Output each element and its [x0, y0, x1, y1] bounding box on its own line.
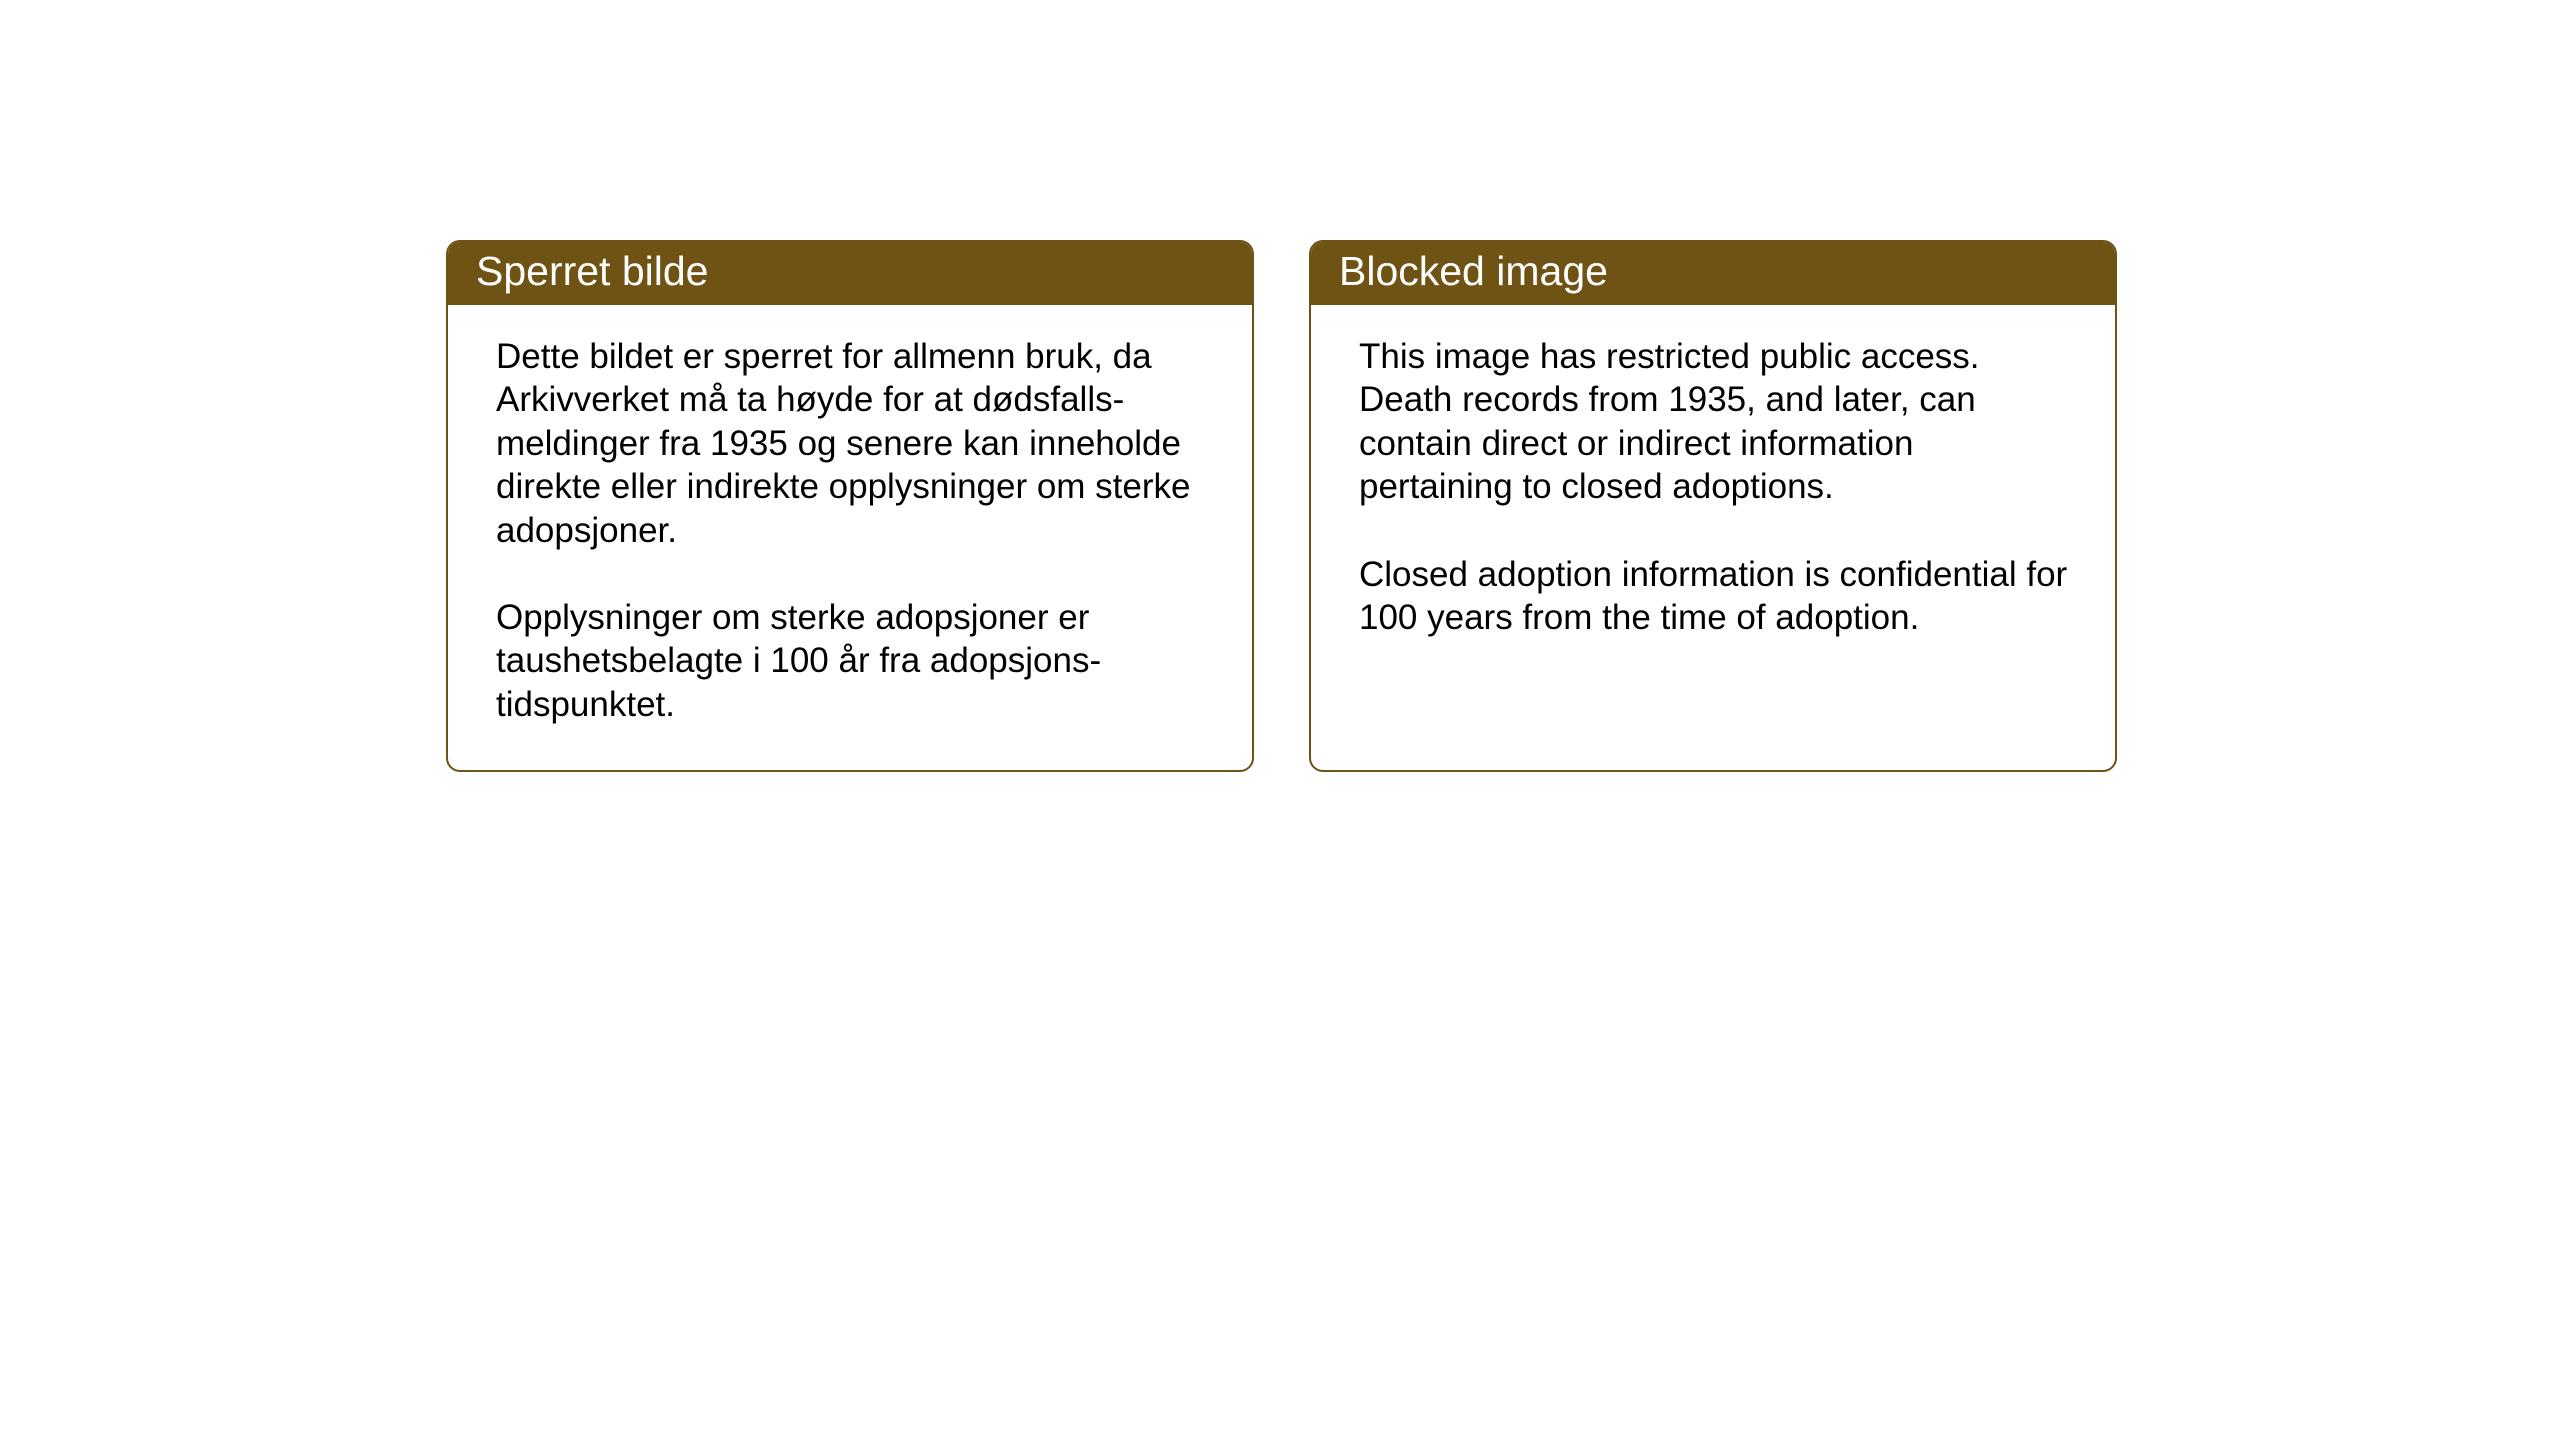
panel-title-english: Blocked image: [1339, 248, 1608, 294]
panel-header-norwegian: Sperret bilde: [448, 242, 1252, 305]
panel-body-english: This image has restricted public access.…: [1311, 305, 2115, 745]
notice-paragraph-english-1: This image has restricted public access.…: [1359, 335, 2071, 509]
notice-paragraph-norwegian-1: Dette bildet er sperret for allmenn bruk…: [496, 335, 1208, 552]
notice-panel-norwegian: Sperret bilde Dette bildet er sperret fo…: [446, 240, 1254, 772]
panel-body-norwegian: Dette bildet er sperret for allmenn bruk…: [448, 305, 1252, 770]
notice-panel-english: Blocked image This image has restricted …: [1309, 240, 2117, 772]
notice-panels-container: Sperret bilde Dette bildet er sperret fo…: [446, 240, 2117, 772]
panel-title-norwegian: Sperret bilde: [476, 248, 708, 294]
panel-header-english: Blocked image: [1311, 242, 2115, 305]
notice-paragraph-english-2: Closed adoption information is confident…: [1359, 553, 2071, 640]
notice-paragraph-norwegian-2: Opplysninger om sterke adopsjoner er tau…: [496, 596, 1208, 726]
